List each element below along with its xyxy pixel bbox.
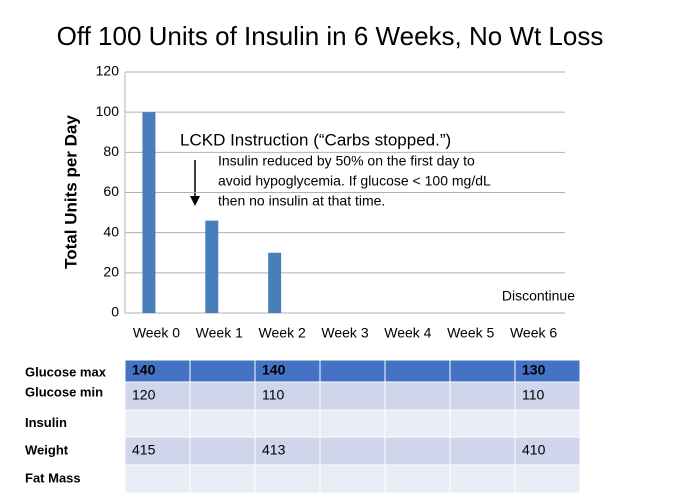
cell-text: 120 [132, 387, 156, 403]
row-label: Glucose max [25, 364, 107, 379]
table-cell [319, 464, 386, 494]
y-axis-label: Total Units per Day [61, 115, 80, 269]
table-cell [449, 381, 516, 411]
table-cell [124, 409, 191, 438]
cell-text: 140 [132, 362, 156, 378]
table-cell [124, 464, 191, 494]
row-label: Weight [25, 442, 69, 457]
cell-text: 415 [132, 442, 156, 458]
x-tick-label: Week 0 [133, 325, 180, 341]
table-cell [384, 464, 451, 494]
table-cell [514, 436, 581, 466]
annotation-title: LCKD Instruction (“Carbs stopped.”) [180, 130, 451, 149]
table-cell [449, 464, 516, 494]
x-tick-label: Week 1 [196, 325, 243, 341]
y-tick-label: 60 [103, 183, 119, 199]
y-tick-label: 40 [103, 223, 119, 239]
bar [205, 220, 219, 313]
y-tick-label: 80 [103, 143, 119, 159]
x-tick-label: Week 6 [510, 325, 557, 341]
table-cell [189, 436, 256, 466]
table-cell [319, 359, 386, 383]
table-cell [384, 409, 451, 438]
table-cell [254, 381, 321, 411]
cell-text: 130 [522, 362, 546, 378]
y-tick-label: 20 [103, 264, 119, 280]
table-cell [384, 436, 451, 466]
table-cell [189, 359, 256, 383]
cell-text: 140 [262, 362, 286, 378]
table-cell [319, 436, 386, 466]
y-tick-label: 120 [96, 63, 120, 79]
table-cell [189, 464, 256, 494]
cell-text: 110 [522, 387, 545, 403]
row-label: Insulin [25, 415, 67, 430]
table-cell [319, 409, 386, 438]
end-note: Discontinue [502, 288, 575, 304]
table-cell [189, 381, 256, 411]
cell-text: 110 [262, 387, 285, 403]
table-cell [384, 381, 451, 411]
table-cell [384, 359, 451, 383]
table-cell [449, 436, 516, 466]
y-tick-label: 0 [111, 304, 119, 320]
table-cell [449, 409, 516, 438]
table-cell [254, 409, 321, 438]
bar [268, 252, 282, 313]
x-tick-label: Week 3 [321, 325, 368, 341]
table-cell [189, 409, 256, 438]
arrow-head [190, 196, 200, 206]
table-cell [449, 359, 516, 383]
row-label: Glucose min [25, 384, 103, 399]
cell-text: 413 [262, 442, 286, 458]
chart-title: Off 100 Units of Insulin in 6 Weeks, No … [57, 21, 604, 51]
annotation-line: Insulin reduced by 50% on the first day … [218, 153, 475, 169]
table-cell [514, 409, 581, 438]
x-tick-label: Week 2 [259, 325, 306, 341]
table-cell [514, 381, 581, 411]
y-tick-label: 100 [96, 103, 120, 119]
x-tick-label: Week 4 [384, 325, 431, 341]
table-cell [254, 464, 321, 494]
table-cell [514, 464, 581, 494]
annotation-line: then no insulin at that time. [218, 193, 385, 209]
bar [142, 112, 156, 314]
cell-text: 410 [522, 442, 546, 458]
row-label: Fat Mass [25, 470, 81, 485]
x-tick-label: Week 5 [447, 325, 494, 341]
table-cell [319, 381, 386, 411]
table-cell [124, 436, 191, 466]
annotation-line: avoid hypoglycemia. If glucose < 100 mg/… [218, 173, 491, 189]
